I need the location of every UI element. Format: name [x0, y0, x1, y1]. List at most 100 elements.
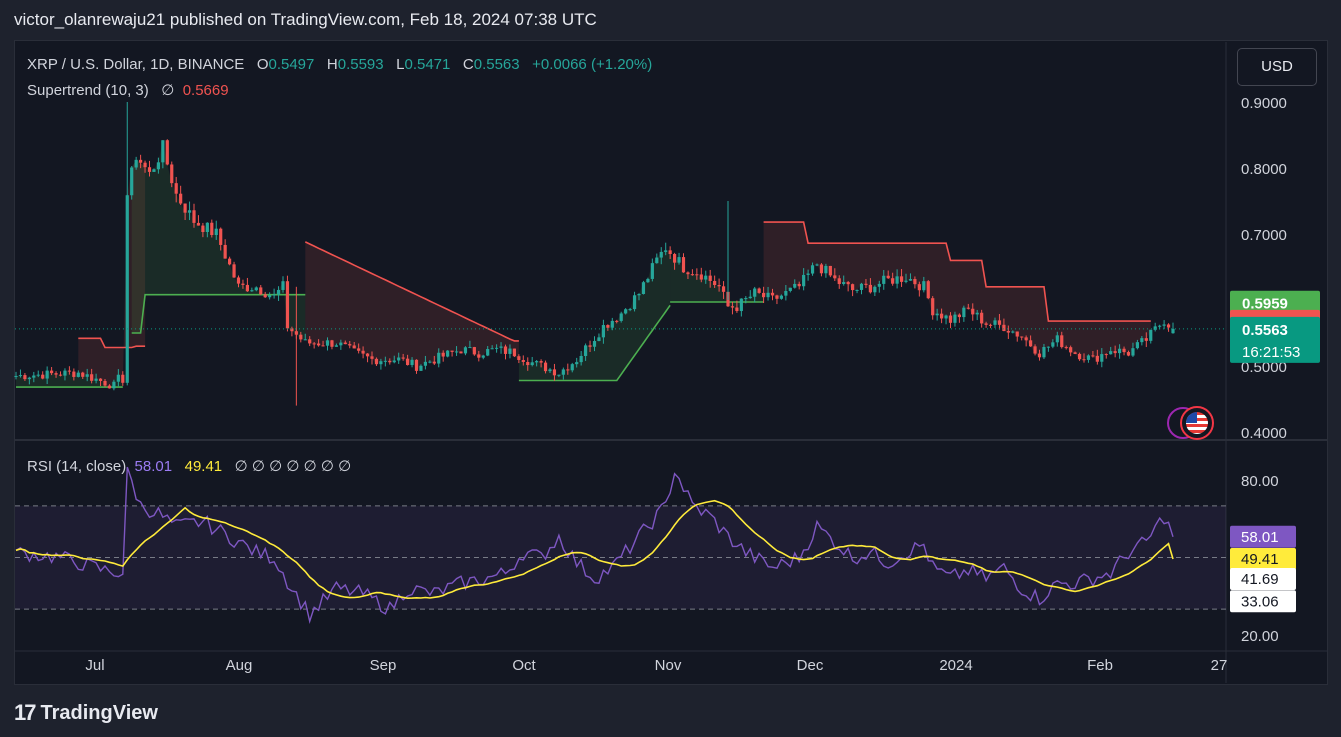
candle-body [219, 228, 223, 245]
candle-body [779, 295, 783, 299]
change-value: +0.0066 (+1.20%) [532, 56, 653, 73]
candle-body [72, 371, 76, 377]
candle-body [851, 284, 855, 291]
candle-body [632, 295, 637, 310]
candle-body [1135, 342, 1139, 349]
supertrend-fill [16, 370, 123, 389]
supertrend-fill [763, 222, 1151, 362]
candle-body [673, 254, 677, 263]
candle-body [557, 374, 561, 376]
high-value: 0.5593 [337, 56, 384, 73]
candle-body [76, 372, 80, 377]
candle-body [410, 359, 414, 366]
candle-body [236, 277, 241, 284]
candle-body [517, 356, 521, 361]
candle-body [441, 352, 445, 357]
candle-body [904, 280, 908, 282]
candle-body [873, 286, 877, 293]
brand-name: TradingView [40, 701, 158, 724]
candle-body [935, 313, 939, 316]
candle-body [579, 355, 583, 363]
candle-body [14, 375, 18, 377]
candle-body [708, 275, 712, 281]
candle-body [112, 381, 116, 389]
candle-body [659, 251, 663, 258]
candle-body [103, 380, 107, 386]
candle-body [317, 343, 321, 346]
candle-body [361, 350, 365, 354]
candle-body [842, 282, 846, 285]
open-value: 0.5497 [268, 56, 315, 73]
candle-body [1015, 331, 1019, 337]
candle-body [668, 250, 672, 255]
symbol-name[interactable]: XRP / U.S. Dollar, 1D, BINANCE [27, 56, 245, 73]
candle-body [1140, 338, 1144, 343]
candle-body [1144, 338, 1148, 341]
candle-body [263, 294, 267, 298]
candle-body [753, 288, 757, 297]
candle-body [401, 357, 405, 359]
candle-body [864, 283, 868, 285]
chart-frame [14, 40, 1328, 685]
rsi-tick-label: 20.00 [1241, 628, 1279, 645]
candle-body [521, 360, 525, 362]
supertrend-empty-symbol: ∅ [161, 82, 175, 99]
us-flag-icon[interactable] [1180, 406, 1214, 440]
candle-body [334, 345, 338, 347]
candle-body [379, 361, 383, 365]
candle-body [272, 294, 276, 296]
time-tick-label: Jul [85, 657, 104, 674]
candle-body [352, 345, 356, 349]
candle-body [1029, 340, 1033, 347]
supertrend-line [78, 337, 146, 349]
rsi-header[interactable]: RSI (14, close) 58.01 49.41 ∅ ∅ ∅ ∅ ∅ ∅ … [27, 457, 351, 475]
candle-body [165, 140, 169, 165]
candle-body [681, 257, 686, 273]
candle-body [770, 292, 775, 296]
candle-body [1082, 359, 1086, 361]
currency-button[interactable]: USD [1237, 48, 1317, 86]
candle-body [1091, 355, 1095, 357]
candle-body [944, 315, 948, 319]
candle-body [882, 275, 886, 284]
candle-body [530, 362, 534, 366]
candle-body [566, 369, 570, 371]
candle-body [45, 370, 49, 379]
candle-body [713, 280, 717, 286]
candle-body [370, 356, 374, 359]
time-tick-label: 27 [1211, 657, 1228, 674]
candle-body [917, 284, 921, 291]
candle-body [543, 362, 548, 372]
candle-body [308, 339, 312, 344]
candle-body [1118, 348, 1122, 354]
candle-body [1153, 326, 1157, 330]
candle-body [584, 345, 588, 356]
candle-body [1073, 352, 1077, 354]
candle-body [913, 279, 917, 285]
candle-body [717, 285, 721, 287]
candle-body [1002, 324, 1006, 332]
candle-body [1131, 348, 1135, 356]
candle-body [303, 339, 307, 341]
rsi-label-text: 58.01 [1241, 529, 1279, 546]
candle-body [245, 284, 249, 292]
supertrend-header[interactable]: Supertrend (10, 3) ∅ 0.5669 [27, 81, 229, 99]
candle-body [259, 287, 263, 295]
candle-body [615, 320, 619, 322]
candle-body [552, 369, 557, 376]
candle-body [90, 374, 94, 381]
candle-body [877, 283, 881, 287]
candle-body [50, 370, 54, 374]
candle-body [41, 374, 45, 379]
candle-body [383, 360, 387, 362]
candle-body [926, 281, 930, 299]
candle-body [196, 222, 201, 226]
candle-body [984, 323, 988, 325]
rsi-value: 58.01 [134, 458, 173, 475]
candle-body [147, 167, 152, 172]
candle-body [477, 354, 481, 358]
candle-body [1162, 324, 1166, 326]
candle-body [806, 273, 810, 275]
time-tick-label: 2024 [939, 657, 972, 674]
